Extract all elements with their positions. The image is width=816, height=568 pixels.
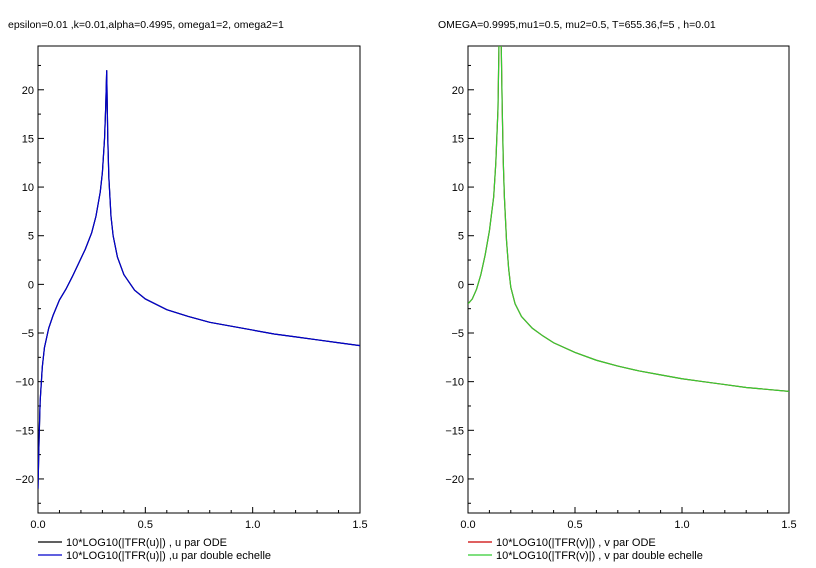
chart-left: 0.0 0.5 1.0 1.5 20 15 10 5 0 −5 −10 −15 −20 10*LOG10(… (15, 45, 368, 562)
y-tick-label: −20 (445, 474, 464, 486)
y-tick-label: 5 (458, 231, 464, 243)
legend-label: 10*LOG10(|TFR(u)|) ,u par double echelle (66, 550, 271, 562)
x-tick-label: 1.5 (352, 519, 367, 531)
y-tick-label: −20 (15, 474, 34, 486)
plot-frame (467, 45, 790, 514)
series-line-0 (38, 70, 360, 489)
y-tick-label: −15 (445, 425, 464, 437)
plot-frame (37, 45, 361, 514)
series-line-1 (38, 70, 360, 489)
y-tick-label: −5 (21, 328, 34, 340)
y-tick-label: 15 (452, 133, 464, 145)
chart-title-right: OMEGA=0.9995,mu1=0.5, mu2=0.5, T=655.36,… (438, 19, 716, 31)
y-tick-label: −10 (445, 377, 464, 389)
y-tick-label: −5 (451, 328, 464, 340)
legend-label: 10*LOG10(|TFR(v)|) , v par double echell… (496, 550, 703, 562)
y-tick-label: 0 (458, 279, 464, 291)
x-tick-label: 0.0 (30, 519, 45, 531)
x-tick-label: 1.0 (245, 519, 260, 531)
y-tick-label: −10 (15, 377, 34, 389)
x-tick-label: 0.5 (567, 519, 582, 531)
series-line-1 (468, 46, 789, 392)
y-tick-label: 20 (452, 85, 464, 97)
legend-label: 10*LOG10(|TFR(v)|) , v par ODE (496, 537, 656, 549)
x-tick-label: 1.5 (781, 519, 796, 531)
y-tick-label: 20 (22, 85, 34, 97)
y-tick-label: 10 (452, 182, 464, 194)
x-tick-label: 0.5 (138, 519, 153, 531)
chart-right: 0.0 0.5 1.0 1.5 20 15 10 5 0 −5 −10 −15 −20 10*LOG10(… (445, 45, 797, 562)
x-tick-label: 0.0 (460, 519, 475, 531)
y-tick-label: 15 (22, 133, 34, 145)
y-tick-label: −15 (15, 425, 34, 437)
chart-title-left: epsilon=0.01 ,k=0.01,alpha=0.4995, omega… (8, 19, 284, 31)
y-tick-label: 10 (22, 182, 34, 194)
x-tick-label: 1.0 (674, 519, 689, 531)
legend-label: 10*LOG10(|TFR(u)|) , u par ODE (66, 537, 227, 549)
y-tick-label: 5 (28, 231, 34, 243)
y-tick-label: 0 (28, 279, 34, 291)
series-line-0 (468, 46, 789, 392)
